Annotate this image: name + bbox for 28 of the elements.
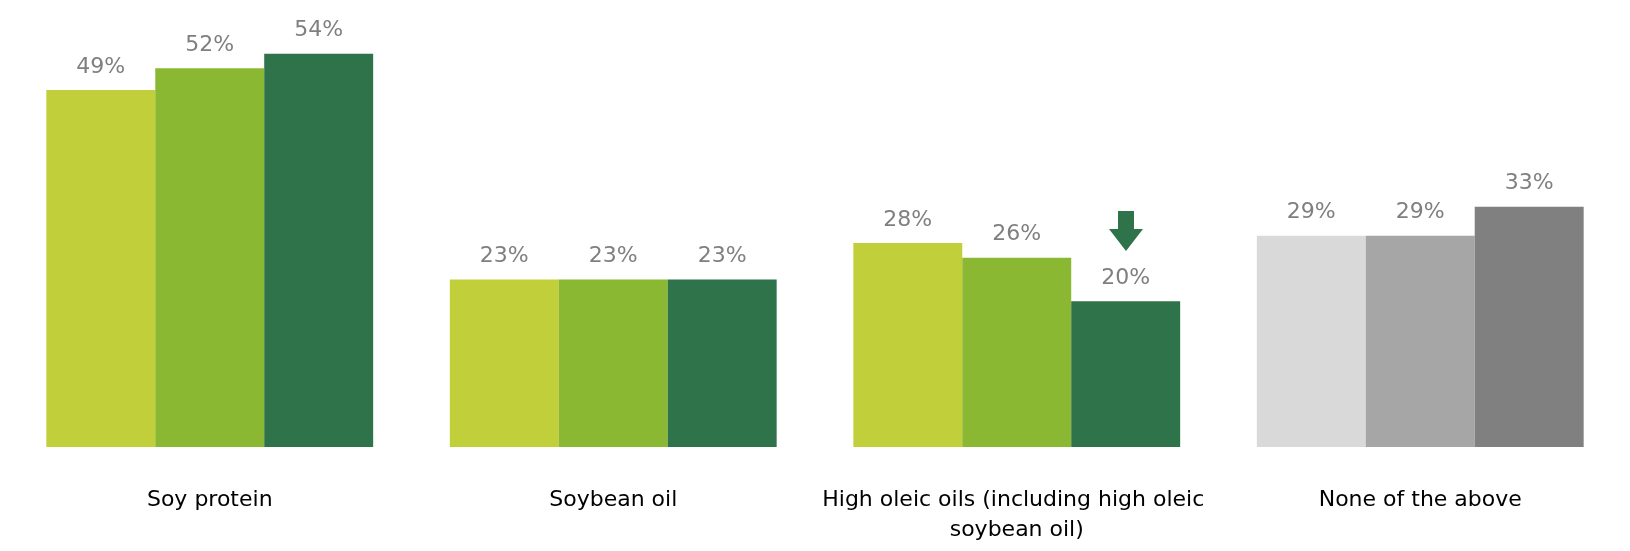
bar	[155, 68, 265, 447]
x-tick-label: None of the above	[1318, 485, 1522, 511]
bar	[667, 279, 777, 447]
x-tick-label: High oleic oils (including high oleic soybean oil)	[822, 485, 1212, 541]
bar	[1071, 301, 1181, 447]
x-tick-label: Soy protein	[146, 485, 273, 511]
bar	[1256, 235, 1366, 447]
bar	[46, 90, 156, 447]
bar	[449, 279, 559, 447]
bar	[962, 257, 1072, 447]
data-label: 23%	[479, 241, 529, 267]
bar	[558, 279, 668, 447]
data-label: 54%	[294, 16, 344, 42]
data-label: 49%	[76, 52, 126, 78]
data-label: 52%	[185, 30, 235, 56]
data-label: 29%	[1395, 198, 1445, 224]
data-label: 33%	[1504, 169, 1554, 195]
data-label: 23%	[697, 241, 747, 267]
data-label: 28%	[883, 205, 933, 231]
data-label: 23%	[588, 241, 638, 267]
bar	[1365, 235, 1475, 447]
bar	[853, 243, 963, 447]
x-tick-label: Soybean oil	[549, 485, 678, 511]
bar	[1474, 206, 1584, 447]
data-label: 20%	[1101, 263, 1151, 289]
bar	[264, 53, 374, 447]
data-label: 26%	[992, 220, 1042, 246]
data-label: 29%	[1286, 198, 1336, 224]
